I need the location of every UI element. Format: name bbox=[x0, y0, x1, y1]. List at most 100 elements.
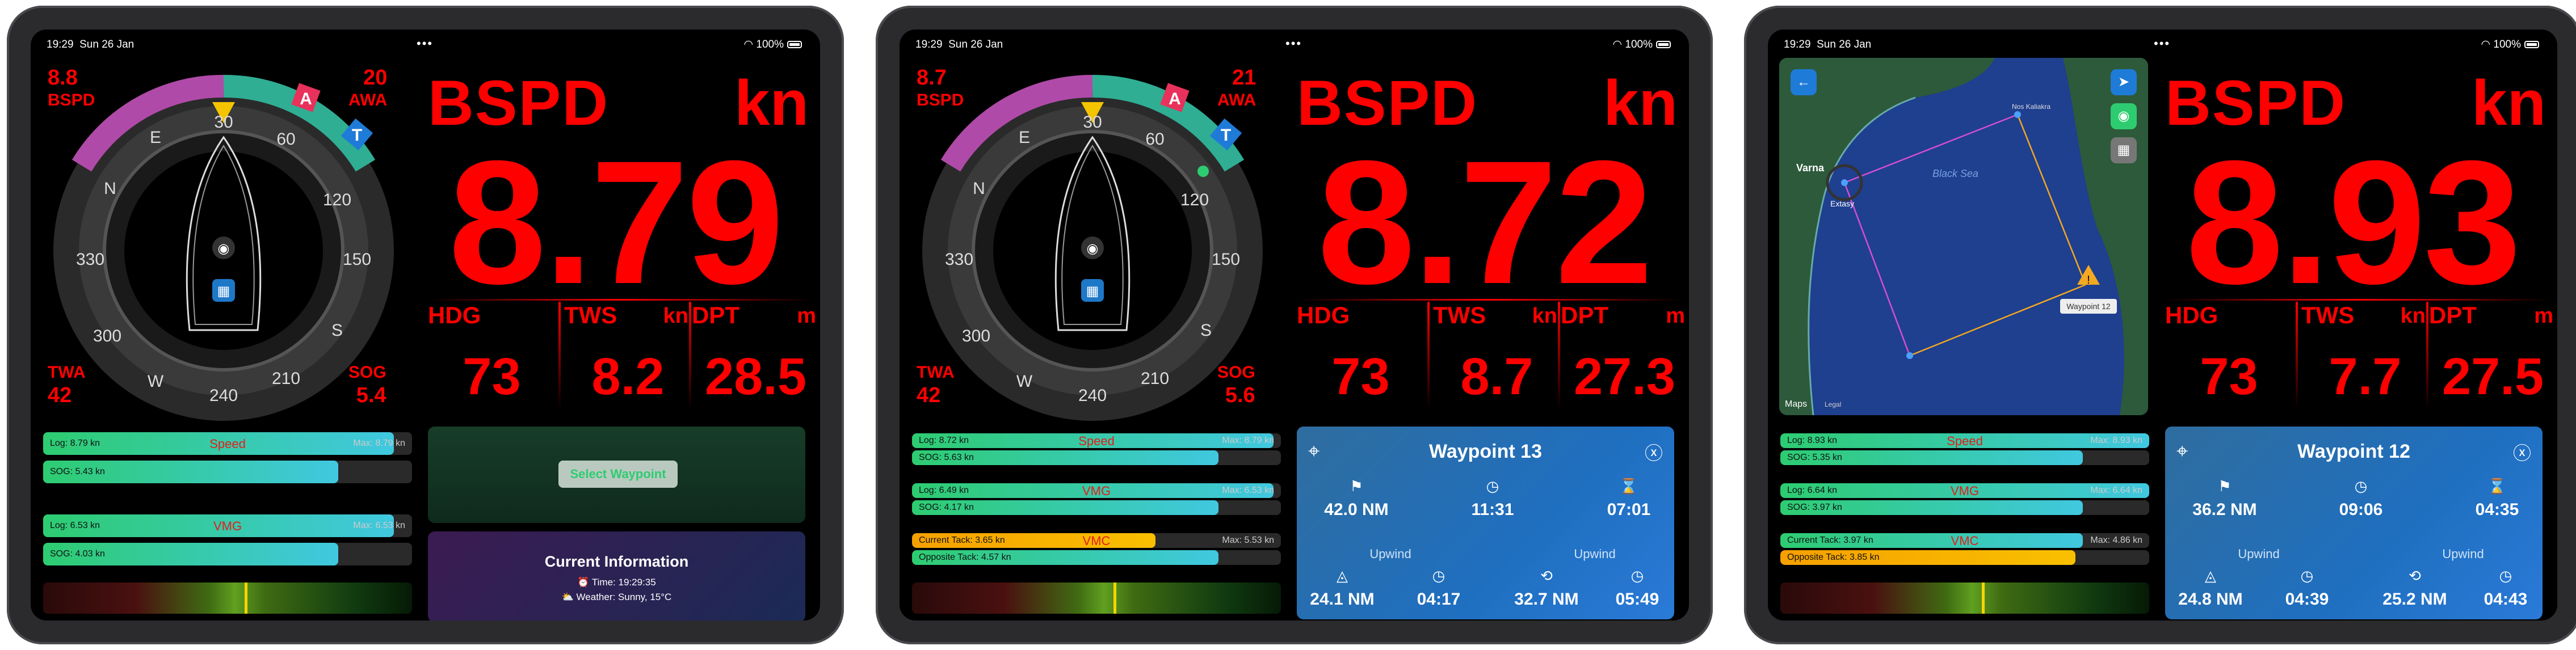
bspd-corner: 8.7 BSPD bbox=[917, 66, 964, 109]
multitask-dots[interactable]: ••• bbox=[1285, 36, 1302, 50]
multitask-dots[interactable]: ••• bbox=[417, 36, 434, 50]
svg-text:210: 210 bbox=[272, 369, 300, 388]
big-unit: kn bbox=[2472, 67, 2546, 138]
clock-icon: ◷ bbox=[1432, 567, 1445, 584]
select-waypoint-panel: Select Waypoint bbox=[428, 427, 805, 523]
status-bar: 19:29 Sun 26 Jan ••• ◠ 100% bbox=[31, 29, 820, 57]
current-info-panel: Current Information ⏰ Time: 19:29:35 ⛅ W… bbox=[428, 531, 805, 621]
speed-sog-bar: SOG: 5.35 kn bbox=[1780, 450, 2149, 465]
svg-text:N: N bbox=[104, 179, 116, 198]
divider bbox=[1297, 299, 1683, 301]
big-title: BSPD bbox=[1297, 67, 1478, 138]
clock-icon: ◷ bbox=[2300, 567, 2314, 584]
svg-text:330: 330 bbox=[76, 250, 104, 269]
svg-text:60: 60 bbox=[276, 130, 295, 149]
vmg-sog-bar: SOG: 3.97 kn bbox=[1780, 500, 2149, 515]
battery-icon bbox=[1656, 41, 1671, 49]
record-button[interactable] bbox=[1081, 237, 1104, 259]
map-button[interactable] bbox=[1081, 279, 1104, 302]
heel-gauge bbox=[912, 583, 1281, 614]
target-icon[interactable]: ⌖ bbox=[1308, 439, 1320, 462]
tablet-2: 19:29 Sun 26 Jan ••• ◠ 100% A T 60 30 12… bbox=[876, 6, 1713, 644]
compass-dial[interactable]: A T 60 30 120 150 S 210 240 W 300 330 N … bbox=[911, 69, 1274, 432]
metric-divider bbox=[558, 302, 561, 410]
svg-text:150: 150 bbox=[343, 250, 371, 269]
speed-sog-bar: SOG: 5.63 kn bbox=[912, 450, 1281, 465]
grid-icon[interactable]: ▦ bbox=[2111, 137, 2137, 163]
tack-icon: ⟲ bbox=[1540, 567, 1553, 584]
layers-icon[interactable]: ◉ bbox=[2111, 103, 2137, 129]
svg-text:S: S bbox=[331, 321, 343, 340]
target-icon[interactable]: ⌖ bbox=[2176, 439, 2188, 462]
select-waypoint-button[interactable]: Select Waypoint bbox=[558, 461, 678, 488]
legal-link[interactable]: Legal bbox=[1825, 400, 1841, 408]
flag-icon: ⚑ bbox=[2218, 478, 2232, 495]
waypoint-panel: ⌖ Waypoint 13 ⓧ ⚑ ◷ ⌛ 42.0 NM 11:31 07:0… bbox=[1297, 427, 1674, 619]
tws-metric: TWS kn 8.2 bbox=[564, 302, 688, 406]
chart-map[interactable]: ! Waypoint 12 Varna Extasy Black Sea Nos… bbox=[1779, 58, 2148, 415]
svg-text:E: E bbox=[150, 128, 161, 147]
battery-icon bbox=[787, 41, 802, 49]
sog-corner: SOG 5.4 bbox=[348, 363, 386, 407]
svg-text:300: 300 bbox=[962, 327, 990, 345]
big-value: 8.79 bbox=[448, 124, 784, 320]
clock-icon: ◷ bbox=[2499, 567, 2512, 584]
svg-text:W: W bbox=[1016, 372, 1033, 391]
svg-text:E: E bbox=[1019, 128, 1030, 147]
true-wind-flag: T bbox=[1221, 126, 1231, 145]
close-icon[interactable]: ⓧ bbox=[1644, 443, 1663, 463]
tablet-1: 19:29 Sun 26 Jan ••• ◠ 100% A T 60 30 12… bbox=[7, 6, 844, 644]
gauge-needle bbox=[1113, 583, 1116, 614]
svg-text:150: 150 bbox=[1212, 250, 1240, 269]
metric-divider bbox=[1558, 302, 1560, 410]
vmc-current-bar: Current Tack: 3.65 kn VMC Max: 5.53 kn bbox=[912, 533, 1281, 548]
vmc-opposite-bar: Opposite Tack: 3.85 kn bbox=[1780, 550, 2149, 565]
map-button[interactable] bbox=[212, 279, 235, 302]
hdg-metric: HDG 73 bbox=[2165, 302, 2258, 406]
hourglass-icon: ⌛ bbox=[2487, 478, 2507, 495]
svg-text:60: 60 bbox=[1145, 130, 1164, 149]
location-arrow-icon[interactable]: ➤ bbox=[2111, 69, 2137, 95]
true-wind-flag: T bbox=[352, 126, 362, 145]
boat-label: Extasy bbox=[1830, 199, 1854, 208]
svg-text:330: 330 bbox=[945, 250, 973, 269]
metric-divider bbox=[1427, 302, 1430, 410]
svg-text:240: 240 bbox=[1078, 386, 1107, 405]
apparent-wind-flag: A bbox=[300, 90, 312, 108]
city-label: Varna bbox=[1796, 162, 1825, 174]
bspd-corner: 8.8 BSPD bbox=[48, 66, 95, 109]
compass-ticks: 60 30 120 150 S 210 240 W 300 330 N E bbox=[76, 113, 371, 405]
record-button[interactable] bbox=[212, 237, 235, 259]
twa-corner: TWA 42 bbox=[48, 363, 86, 407]
hourglass-icon: ⌛ bbox=[1619, 478, 1638, 495]
close-icon[interactable]: ⓧ bbox=[2512, 443, 2531, 463]
town-label: Nos Kaliakra bbox=[2012, 103, 2050, 111]
vmg-log-bar: Log: 6.64 kn VMG Max: 6.64 kn bbox=[1780, 483, 2149, 498]
wifi-icon: ◠ bbox=[1612, 39, 1623, 50]
status-bar: 19:29 Sun 26 Jan ••• ◠ 100% bbox=[1768, 29, 2557, 57]
svg-text:120: 120 bbox=[1180, 191, 1209, 209]
awa-corner: 20 AWA bbox=[348, 66, 388, 109]
multitask-dots[interactable]: ••• bbox=[2154, 36, 2171, 50]
wifi-icon: ◠ bbox=[2481, 39, 2491, 50]
dpt-metric: DPT m 28.5 bbox=[692, 302, 816, 406]
speed-log-bar: Log: 8.79 kn Speed Max: 8.79 kn bbox=[43, 432, 412, 455]
hdg-metric: HDG 73 bbox=[1297, 302, 1390, 406]
vmg-log-bar: Log: 6.53 kn VMG Max: 6.53 kn bbox=[43, 514, 412, 537]
compass-dial[interactable]: A T 60 30 120 150 S 210 240 W 300 330 N … bbox=[42, 69, 405, 432]
big-value: 8.72 bbox=[1317, 124, 1653, 320]
navigation-icon: ◬ bbox=[2205, 567, 2216, 584]
back-arrow-icon[interactable]: ← bbox=[1791, 69, 1817, 95]
svg-text:30: 30 bbox=[1083, 113, 1102, 132]
big-value: 8.93 bbox=[2186, 124, 2521, 320]
navigation-icon: ◬ bbox=[1337, 567, 1348, 584]
svg-text:120: 120 bbox=[323, 191, 351, 209]
waypoint-marker bbox=[1197, 166, 1209, 177]
screen-3: 19:29 Sun 26 Jan ••• ◠ 100% ! Waypoint 1… bbox=[1768, 29, 2557, 621]
clock-icon: ◷ bbox=[2354, 478, 2368, 495]
divider bbox=[2165, 299, 2551, 301]
gauge-needle bbox=[1982, 583, 1985, 614]
big-title: BSPD bbox=[2165, 67, 2347, 138]
svg-text:240: 240 bbox=[209, 386, 238, 405]
compass-ticks: 60 30 120 150 S 210 240 W 300 330 N E bbox=[945, 113, 1240, 405]
